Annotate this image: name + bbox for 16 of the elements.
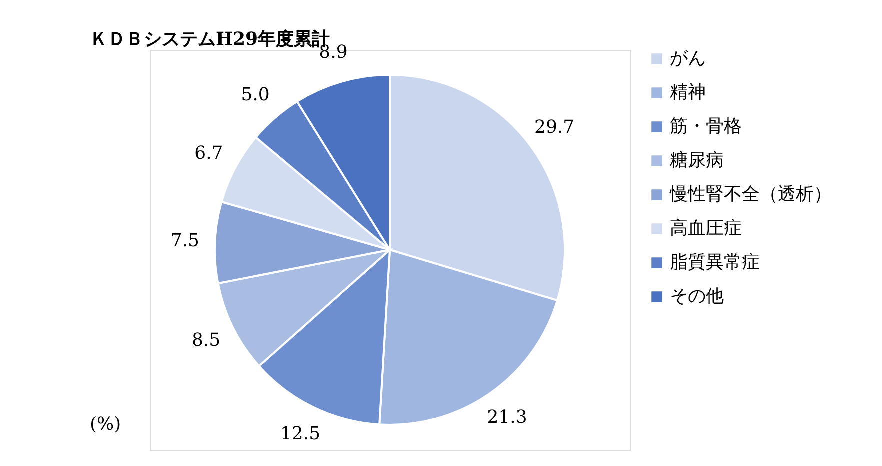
- data-label: 8.5: [192, 330, 221, 351]
- legend-label: 筋・骨格: [670, 116, 742, 137]
- legend-label: 脂質異常症: [670, 252, 760, 273]
- data-label: 5.0: [241, 84, 270, 106]
- legend-label: その他: [670, 286, 724, 307]
- legend-label: 慢性腎不全（透析）: [669, 184, 832, 205]
- data-label: 7.5: [170, 230, 200, 252]
- data-label: 12.5: [280, 423, 321, 444]
- legend-label: がん: [670, 48, 706, 69]
- text: (%): [90, 414, 122, 435]
- legend-label: 高血圧症: [670, 218, 742, 239]
- data-label: 29.7: [534, 116, 575, 138]
- data-label: 21.3: [487, 407, 528, 428]
- data-label: 6.7: [194, 142, 224, 164]
- legend-label: 精神: [670, 82, 706, 103]
- legend-label: 糖尿病: [670, 150, 724, 171]
